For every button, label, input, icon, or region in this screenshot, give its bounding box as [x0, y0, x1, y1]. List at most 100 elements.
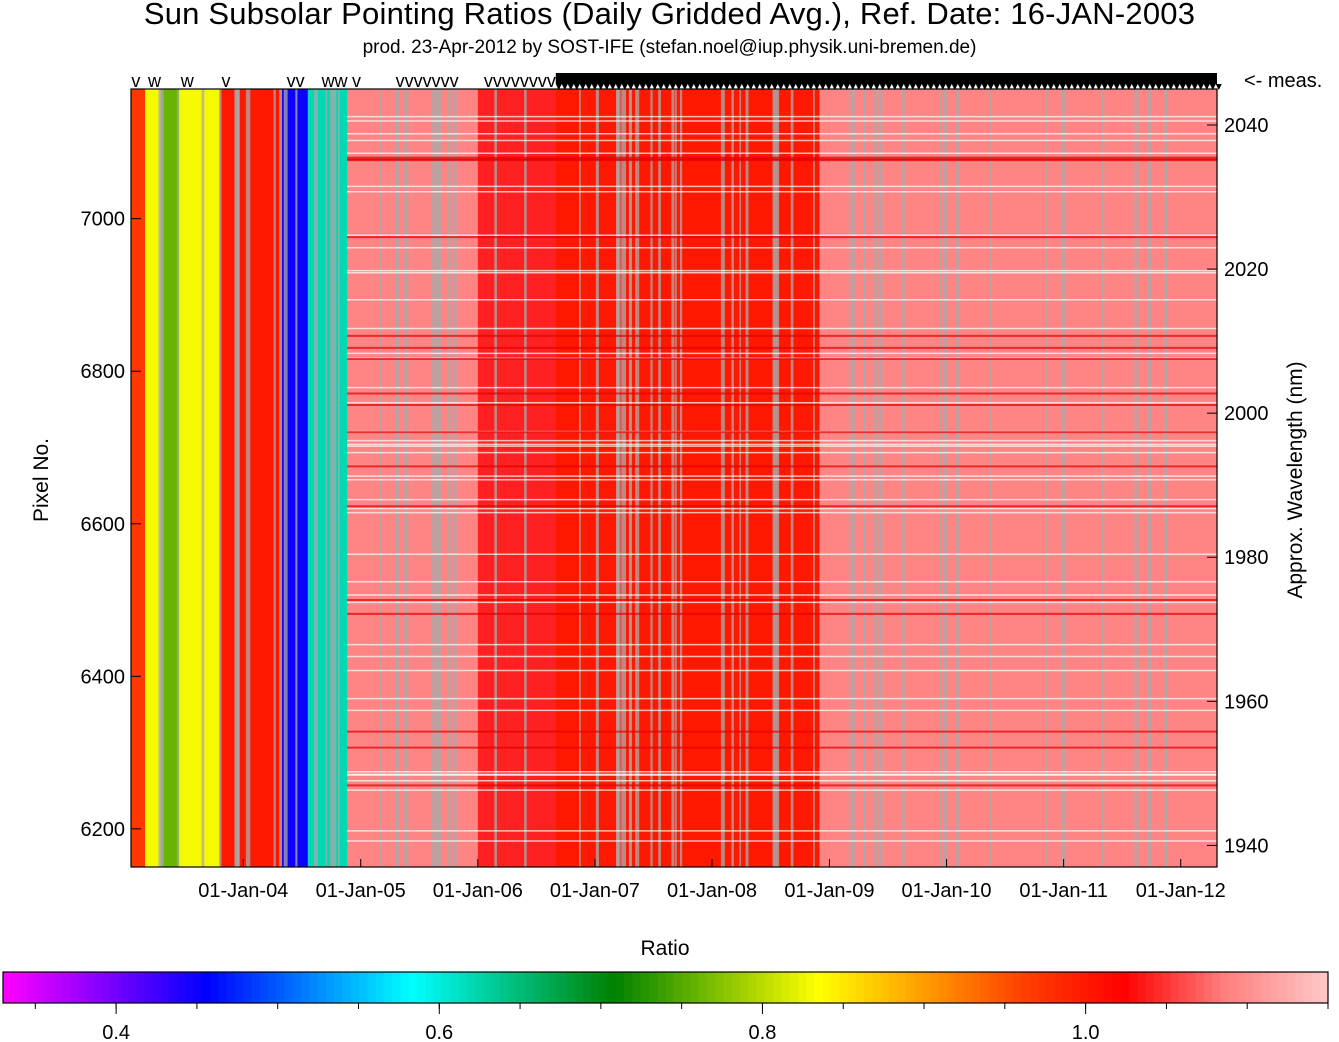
meas-dense-marker [1131, 84, 1138, 90]
chart-title: Sun Subsolar Pointing Ratios (Daily Grid… [143, 0, 1196, 31]
colorbar-swatch [1178, 972, 1188, 1003]
colorbar-swatch [1087, 972, 1097, 1003]
gap-line [395, 89, 398, 867]
meas-dense-marker [915, 84, 922, 90]
colorbar-swatch [847, 972, 857, 1003]
gap-line [494, 89, 497, 867]
y-right-tick-label: 2000 [1224, 403, 1269, 425]
meas-dense-marker [999, 84, 1006, 90]
colorbar-swatch [764, 972, 774, 1003]
colorbar-swatch [814, 972, 824, 1003]
gap-line [679, 89, 683, 867]
heatmap-cell [555, 89, 821, 867]
colorbar-swatch [1236, 972, 1246, 1003]
colorbar-swatch [872, 972, 882, 1003]
meas-dense-marker [699, 84, 706, 90]
colorbar-swatch [1294, 972, 1304, 1003]
meas-dense-marker [657, 84, 664, 90]
meas-dense-marker [1113, 84, 1120, 90]
colorbar-swatch [102, 972, 112, 1003]
colorbar-swatch [922, 972, 931, 1003]
colorbar [2, 971, 1329, 1004]
gap-line [447, 89, 451, 867]
colorbar-swatch [632, 972, 642, 1003]
colorbar-swatch [201, 972, 211, 1003]
meas-dense-marker [591, 84, 598, 90]
heatmap-cell [307, 89, 348, 867]
colorbar-swatch [640, 972, 650, 1003]
colorbar-swatch [350, 972, 360, 1003]
x-tick-label: 01-Jan-10 [902, 880, 992, 902]
gap-line [1045, 89, 1048, 867]
meas-dense-marker [1041, 84, 1048, 90]
y-right-tick-label: 2040 [1224, 115, 1269, 137]
gap-line [772, 89, 776, 867]
meas-dense-marker [825, 84, 832, 90]
colorbar-swatch [44, 972, 54, 1003]
meas-dense-marker [873, 84, 880, 90]
meas-dense-marker [675, 84, 682, 90]
gap-line [433, 89, 439, 867]
colorbar-swatch [193, 972, 203, 1003]
meas-dense-marker [885, 84, 892, 90]
colorbar-swatch [309, 972, 319, 1003]
meas-marker: vvvvvvvv [484, 71, 556, 91]
meas-dense-marker [897, 84, 904, 90]
meas-dense-marker [891, 84, 898, 90]
gap-line [283, 89, 288, 867]
colorbar-swatch [1220, 972, 1230, 1003]
colorbar-swatch [118, 972, 128, 1003]
colorbar-swatch [740, 972, 749, 1003]
gap-line [245, 89, 251, 867]
colorbar-swatch [1203, 972, 1213, 1003]
gap-line [629, 89, 633, 867]
gap-line [404, 89, 409, 867]
gap-line [524, 89, 527, 867]
x-tick-label: 01-Jan-04 [198, 880, 288, 902]
colorbar-swatch [425, 972, 435, 1003]
meas-dense-marker [705, 84, 712, 90]
colorbar-tick-label: 1.0 [1072, 1022, 1100, 1042]
meas-dense-marker [1089, 84, 1096, 90]
x-tick-label: 01-Jan-06 [433, 880, 523, 902]
gap-line [943, 89, 948, 867]
colorbar-swatch [789, 972, 799, 1003]
colorbar-swatch [963, 972, 973, 1003]
meas-dense-marker [633, 84, 640, 90]
meas-dense-marker [1185, 84, 1192, 90]
meas-dense-marker [1197, 84, 1204, 90]
colorbar-label: Ratio [640, 937, 689, 960]
meas-dense-marker [621, 84, 628, 90]
colorbar-swatch [1071, 972, 1081, 1003]
chart-subtitle: prod. 23-Apr-2012 by SOST-IFE (stefan.no… [362, 37, 977, 58]
meas-dense-marker [969, 84, 976, 90]
meas-dense-marker [1011, 84, 1018, 90]
colorbar-swatch [301, 972, 310, 1003]
meas-dense-marker [807, 84, 814, 90]
colorbar-swatch [648, 972, 658, 1003]
meas-dense-marker [1215, 84, 1222, 90]
meas-dense-marker [951, 84, 958, 90]
colorbar-swatch [1212, 972, 1221, 1003]
meas-dense-marker [555, 84, 562, 90]
colorbar-swatch [1228, 972, 1238, 1003]
colorbar-swatch [831, 972, 840, 1003]
meas-dense-marker [747, 84, 754, 90]
gap-line [658, 89, 661, 867]
gap-line [1101, 89, 1105, 867]
meas-dense-marker [1035, 84, 1042, 90]
colorbar-swatch [773, 972, 782, 1003]
meas-dense-marker [1137, 84, 1144, 90]
meas-dense-marker [1119, 84, 1126, 90]
meas-dense-marker [759, 84, 766, 90]
gap-line [939, 89, 942, 867]
x-tick-label: 01-Jan-08 [667, 880, 757, 902]
colorbar-swatch [798, 972, 807, 1003]
meas-dense-marker [1029, 84, 1036, 90]
meas-dense-marker [723, 84, 730, 90]
meas-marker: ww [321, 71, 349, 91]
colorbar-swatch [1303, 972, 1312, 1003]
colorbar-swatch [947, 972, 956, 1003]
colorbar-swatch [276, 972, 286, 1003]
colorbar-swatch [549, 972, 559, 1003]
